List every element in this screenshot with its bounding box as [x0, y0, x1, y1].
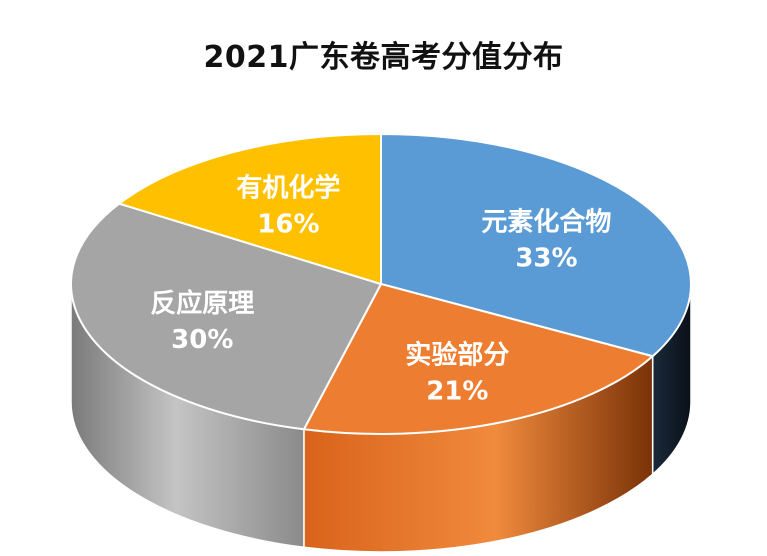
slice-category-label: 反应原理	[150, 288, 254, 319]
slice-percent-label: 16%	[257, 210, 319, 240]
pie-slice-0	[380, 132, 692, 358]
slice-category-label: 实验部分	[405, 339, 509, 370]
slice-percent-label: 33%	[515, 244, 577, 274]
chart-title: 2021广东卷高考分值分布	[203, 40, 564, 75]
slice-percent-label: 21%	[426, 376, 488, 406]
pie-slice-3	[117, 132, 382, 286]
pie-slice-1	[302, 282, 655, 435]
slice-category-label: 元素化合物	[481, 207, 611, 238]
slice-category-label: 有机化学	[236, 173, 340, 204]
slice-percent-label: 30%	[171, 325, 233, 355]
pie-slice-2	[70, 202, 383, 431]
